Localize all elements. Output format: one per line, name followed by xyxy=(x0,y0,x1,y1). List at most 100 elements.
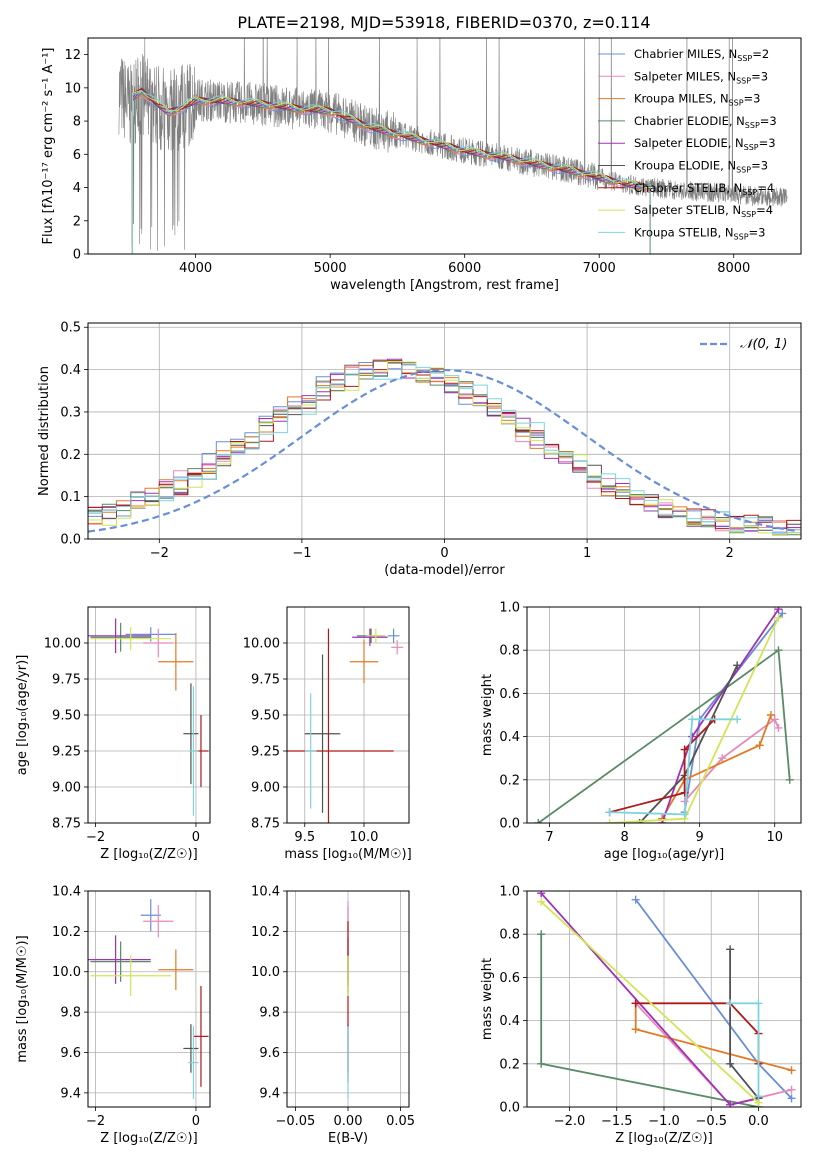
y-tick-label: 0.1 xyxy=(60,490,81,505)
y-tick-label: 0.8 xyxy=(499,644,520,659)
x-tick-label: −2 xyxy=(150,546,169,561)
y-axis-label: mass weight xyxy=(480,674,495,756)
legend-label: Chabrier MILES, N xyxy=(634,47,737,61)
model-line-9 xyxy=(131,90,651,254)
y-tick-label: 10 xyxy=(64,81,81,96)
age-vs-mass-panel: 9.5 10.0 8.75 9.00 9.25 9.50 9.75 10.00 mass [lo… xyxy=(243,606,412,862)
x-axis-label: age [log₁₀(age/yr)] xyxy=(604,847,725,862)
x-tick-label: 0.05 xyxy=(386,1114,415,1129)
y-tick-label: 0.0 xyxy=(499,817,520,832)
weight-marker xyxy=(787,1094,796,1103)
y-tick-label: 2 xyxy=(73,214,81,229)
x-tick-label: −1.5 xyxy=(601,1114,633,1129)
weight-marker xyxy=(774,613,783,622)
model-line-6 xyxy=(131,87,651,254)
weight-marker xyxy=(774,723,783,732)
y-tick-label: 1.0 xyxy=(499,885,520,900)
legend-entry: Kroupa ELODIE, NSSP=3 xyxy=(634,159,768,175)
y-tick-label: 10.00 xyxy=(44,637,81,652)
weight-marker xyxy=(680,810,689,819)
y-tick-label: 0.6 xyxy=(499,687,520,702)
y-tick-label: 1.0 xyxy=(499,601,520,616)
x-tick-label: 4000 xyxy=(179,261,212,276)
legend-subscript: SSP xyxy=(744,143,759,152)
weight-marker xyxy=(688,715,697,724)
weight-marker xyxy=(726,999,735,1008)
weight-marker xyxy=(537,891,546,898)
x-axis-label: (data-model)/error xyxy=(384,563,505,578)
y-tick-label: 9.4 xyxy=(259,1086,280,1101)
weight-marker xyxy=(766,711,775,719)
y-tick-label: 9.25 xyxy=(251,745,280,760)
x-tick-label: 0 xyxy=(192,830,200,845)
y-tick-label: 9.75 xyxy=(251,673,280,688)
legend-label: Salpeter STELIB, N xyxy=(634,203,741,217)
x-tick-label: −2 xyxy=(86,1114,105,1129)
x-tick-label: 0.00 xyxy=(334,1114,363,1129)
x-tick-label: 0 xyxy=(192,1114,200,1129)
legend-suffix: =3 xyxy=(751,69,768,83)
axes-border xyxy=(87,890,211,1108)
y-tick-label: 0.3 xyxy=(60,405,81,420)
legend-entry: Salpeter ELODIE, NSSP=3 xyxy=(634,136,776,152)
axes-border xyxy=(526,606,802,824)
y-tick-label: 0.2 xyxy=(60,448,81,463)
y-tick-label: 0.6 xyxy=(499,971,520,986)
plot-area xyxy=(537,891,796,1107)
x-axis-label: E(B-V) xyxy=(328,1131,368,1146)
x-tick-label: 0.0 xyxy=(748,1114,769,1129)
x-tick-label: 5000 xyxy=(314,261,347,276)
legend-entry: Salpeter MILES, NSSP=3 xyxy=(634,69,768,85)
weight-line-9 xyxy=(609,718,738,816)
weight-marker xyxy=(688,732,697,741)
weight-marker xyxy=(754,999,763,1008)
weight-marker xyxy=(631,999,640,1008)
legend-subscript: SSP xyxy=(736,76,751,85)
weight-marker xyxy=(631,895,640,904)
mass-vs-metallicity-panel: −2 0 9.4 9.6 9.8 10.0 10.2 10.4 Z [log₁₀(Z/Z☉)] m… xyxy=(15,885,211,1146)
weight-marker xyxy=(787,1066,796,1075)
observed-spectrum-line xyxy=(118,38,788,251)
x-tick-label: 8000 xyxy=(717,261,750,276)
legend-entry: Chabrier ELODIE, NSSP=3 xyxy=(634,114,777,130)
legend-label: Kroupa ELODIE, N xyxy=(634,159,736,173)
legend-label: Salpeter MILES, N xyxy=(634,69,736,83)
axes-frame: −2 0 8.75 9.00 9.25 9.50 9.75 10.00 Z [log₁₀(Z/Z… xyxy=(15,606,211,862)
x-tick-label: 10 xyxy=(766,830,783,845)
axes-frame: −2 −1 0 1 2 0.0 0.1 0.2 0.3 0.4 0.5 (data-model)/er… xyxy=(37,321,802,578)
plot-area xyxy=(88,358,801,536)
weight-marker xyxy=(605,819,614,823)
legend-suffix: =3 xyxy=(751,159,768,173)
plot-area xyxy=(118,38,788,254)
y-tick-label: 8.75 xyxy=(52,817,81,832)
x-axis-label: Z [log₁₀(Z/Z☉)] xyxy=(100,847,197,862)
y-tick-label: 10.4 xyxy=(52,885,81,900)
gaussian-reference-line xyxy=(88,368,799,533)
legend-suffix: =3 xyxy=(744,92,761,106)
x-axis-label: mass [log₁₀(M/M☉)] xyxy=(284,847,411,862)
weight-marker xyxy=(680,745,689,754)
legend-subscript: SSP xyxy=(737,54,752,63)
weight-line-7 xyxy=(609,718,716,814)
y-tick-label: 0.4 xyxy=(60,363,81,378)
y-axis-label: Normed distribution xyxy=(37,366,52,496)
weight-marker xyxy=(726,1100,735,1107)
plot-area xyxy=(287,628,404,823)
y-tick-label: 0.2 xyxy=(499,1057,520,1072)
y-tick-label: 9.00 xyxy=(52,781,81,796)
legend-suffix: =2 xyxy=(752,47,769,61)
weight-marker xyxy=(774,646,783,655)
weight-line-8 xyxy=(540,901,760,1104)
legend-label: Kroupa STELIB, N xyxy=(634,225,734,239)
legend-subscript: SSP xyxy=(745,121,760,130)
y-tick-label: 0.0 xyxy=(60,533,81,548)
y-tick-label: 9.25 xyxy=(52,745,81,760)
x-tick-label: 10.0 xyxy=(350,830,379,845)
axes-frame: −2 0 9.4 9.6 9.8 10.0 10.2 10.4 Z [log₁₀(Z/Z☉)] m… xyxy=(15,885,211,1146)
x-tick-label: 8 xyxy=(620,830,628,845)
plot-area xyxy=(534,607,794,823)
plot-area xyxy=(88,618,209,816)
y-tick-label: 9.4 xyxy=(60,1086,81,1101)
model-line-8 xyxy=(131,90,651,254)
axes-frame: −0.05 0.00 0.05 9.4 9.6 9.8 10.0 10.2 10.4 E(B-V) xyxy=(251,885,415,1147)
